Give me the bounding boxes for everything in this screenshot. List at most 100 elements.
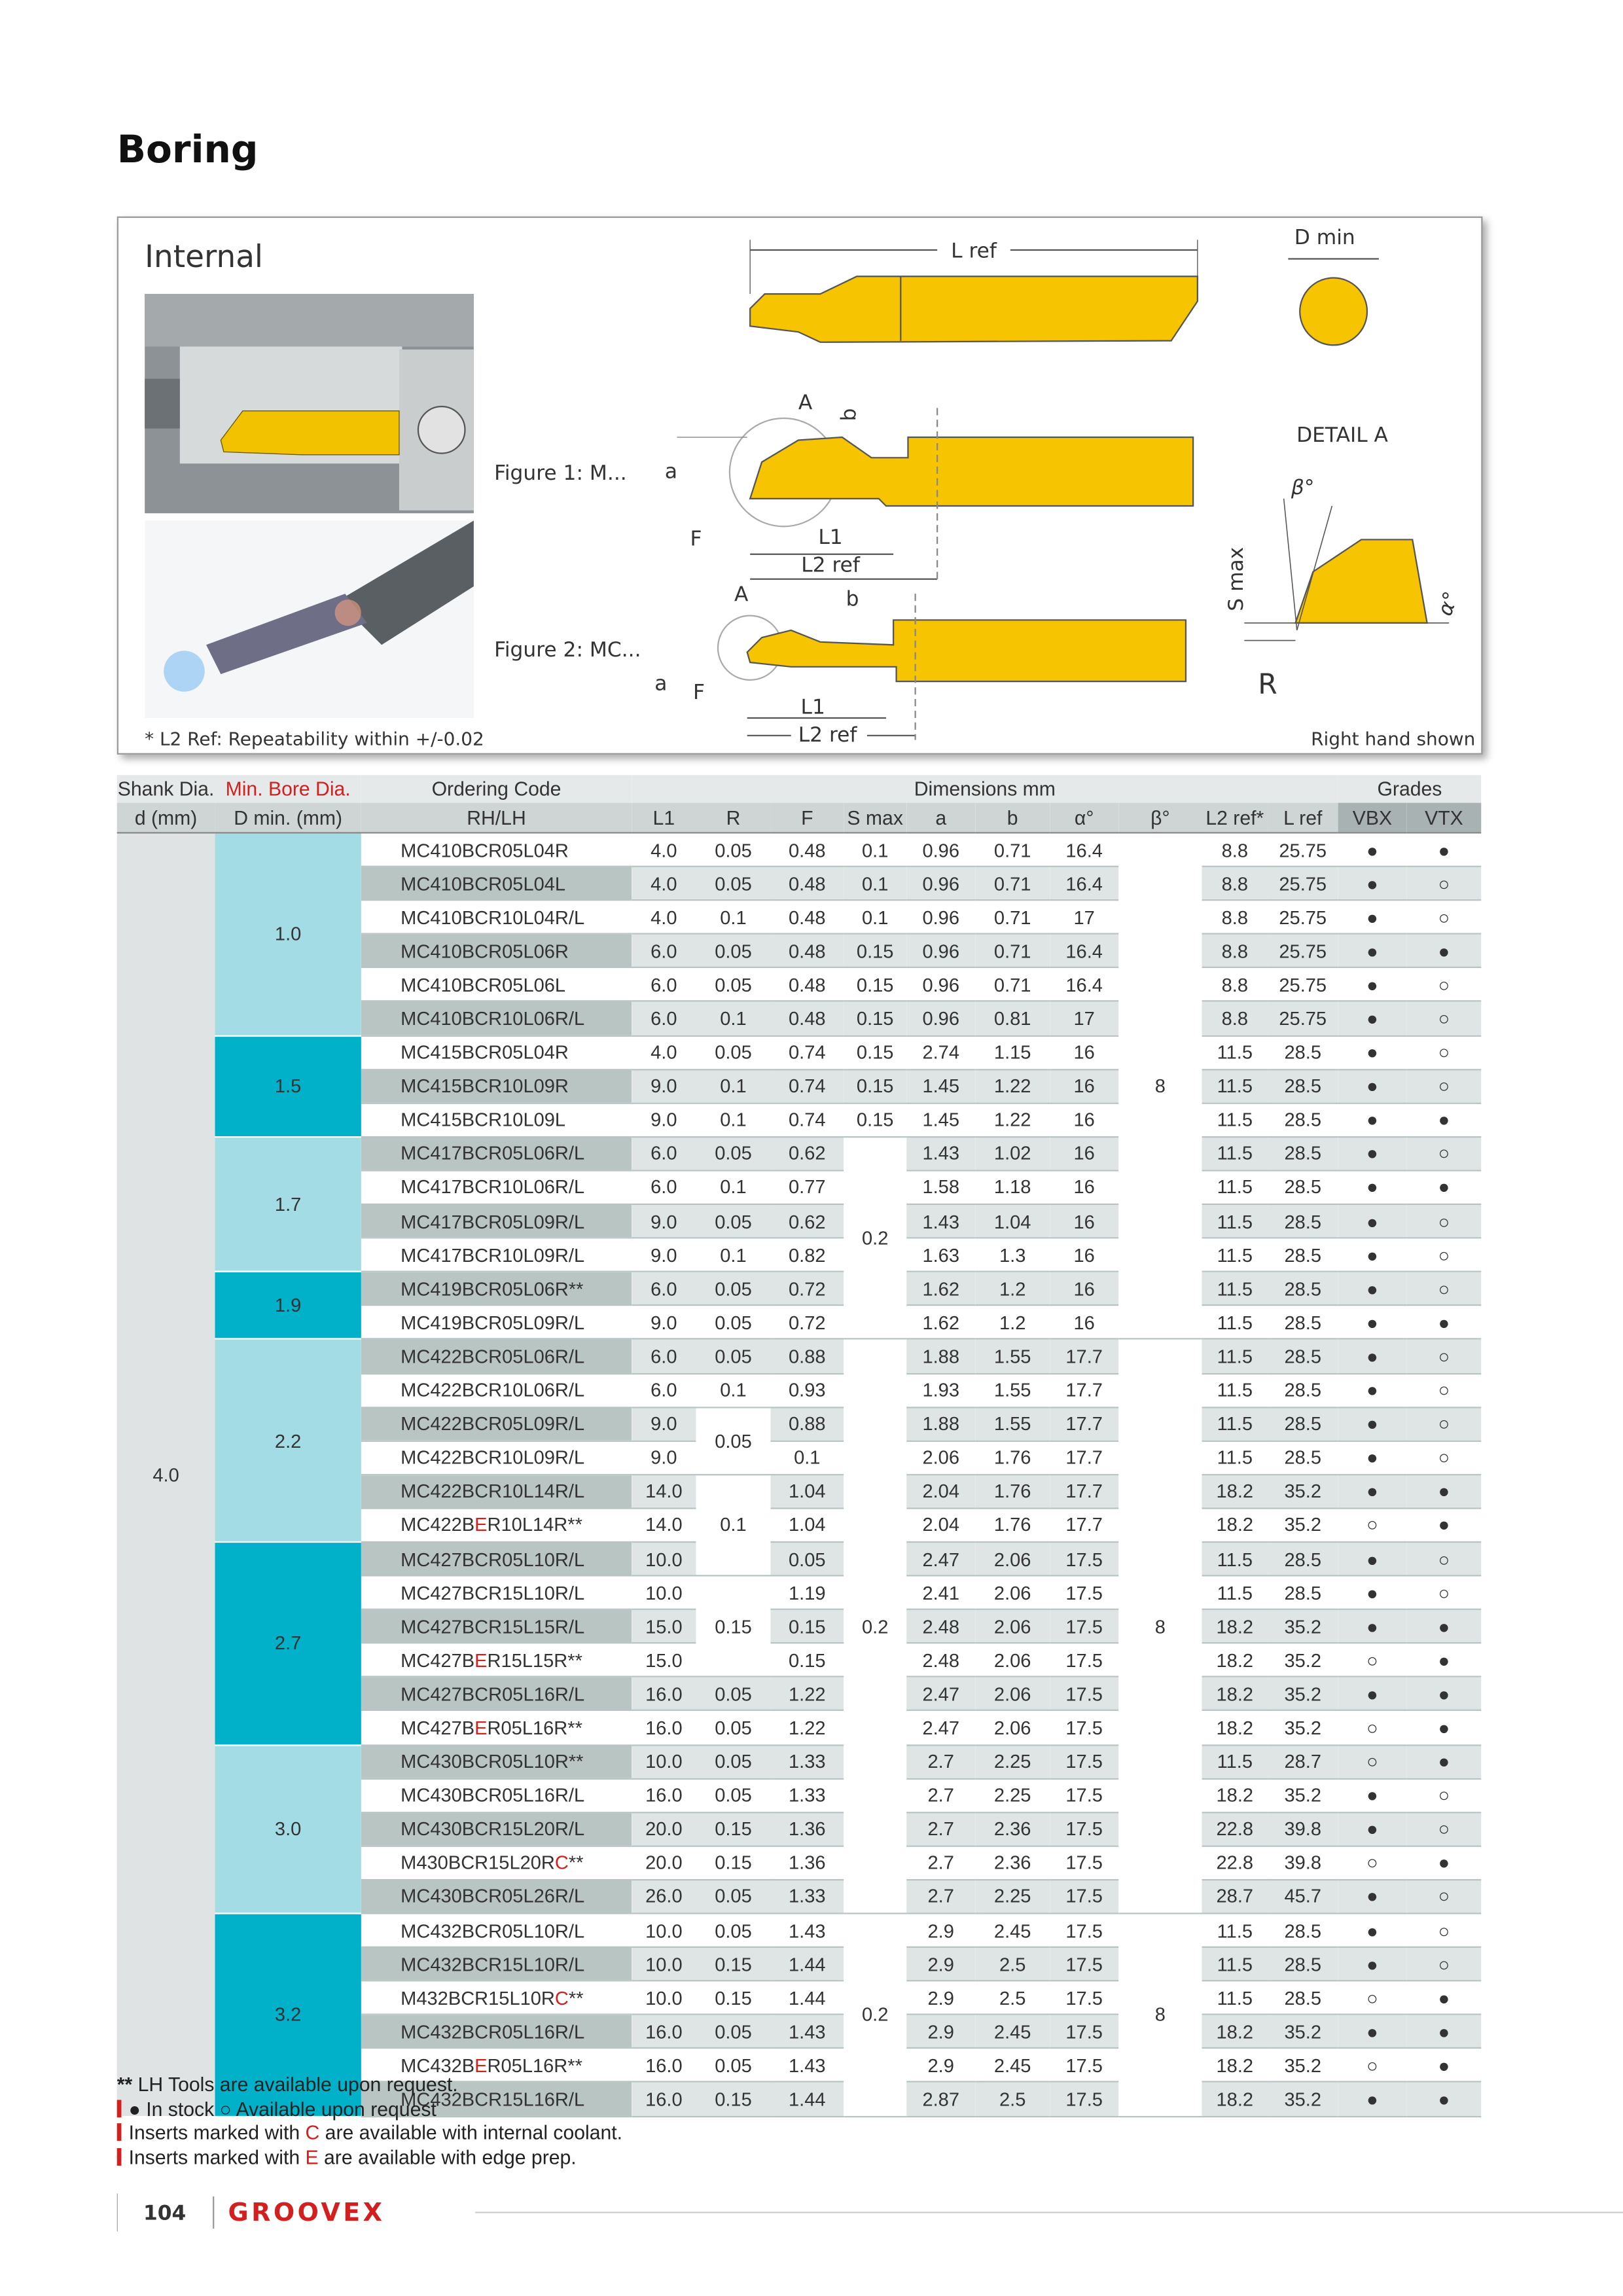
ordering-code: MC427BCR05L10R/L bbox=[361, 1541, 632, 1577]
column-header: F bbox=[770, 802, 844, 834]
table-cell: ● bbox=[1338, 1069, 1407, 1104]
table-cell: 17.7 bbox=[1050, 1508, 1119, 1543]
table-cell: 0.15 bbox=[696, 1575, 771, 1678]
table-cell: 4.0 bbox=[632, 900, 696, 935]
table-cell: 6.0 bbox=[632, 1372, 696, 1408]
table-cell: 11.5 bbox=[1202, 1913, 1268, 1948]
table-cell: 0.05 bbox=[696, 967, 771, 1003]
table-cell: 2.45 bbox=[975, 1913, 1050, 1948]
dim-label: α° bbox=[1433, 588, 1463, 619]
table-cell: 28.7 bbox=[1202, 1879, 1268, 1914]
table-cell: 2.06 bbox=[975, 1575, 1050, 1611]
table-cell: 22.8 bbox=[1202, 1846, 1268, 1881]
table-cell: ● bbox=[1406, 1846, 1482, 1881]
table-cell: 0.15 bbox=[844, 1069, 907, 1104]
table-cell: 25.75 bbox=[1268, 833, 1338, 868]
table-cell: ● bbox=[1338, 1441, 1407, 1475]
table-cell: ● bbox=[1406, 833, 1482, 868]
table-cell: 16 bbox=[1050, 1238, 1119, 1273]
table-cell: ● bbox=[1338, 1541, 1407, 1577]
table-cell: 2.06 bbox=[975, 1643, 1050, 1678]
ordering-code: MC417BCR10L09R/L bbox=[361, 1238, 632, 1273]
table-cell: 16 bbox=[1050, 1136, 1119, 1172]
table-cell: 35.2 bbox=[1268, 1508, 1338, 1543]
table-cell: 8.8 bbox=[1202, 934, 1268, 969]
ext-line bbox=[1296, 505, 1333, 631]
table-cell: 2.5 bbox=[975, 1981, 1050, 2016]
table-cell: 1.02 bbox=[975, 1136, 1050, 1172]
table-cell: 17.5 bbox=[1050, 1643, 1119, 1678]
table-cell: 17.5 bbox=[1050, 1812, 1119, 1847]
table-cell: 16 bbox=[1050, 1069, 1119, 1104]
table-cell: 0.15 bbox=[770, 1643, 844, 1678]
table-cell: 18.2 bbox=[1202, 2048, 1268, 2083]
table-cell: ● bbox=[1338, 2015, 1407, 2049]
table-cell: 1.22 bbox=[975, 1069, 1050, 1104]
table-cell: ● bbox=[1338, 1677, 1407, 1712]
code-part: M432BCR15L10R bbox=[401, 1986, 555, 2009]
table-cell: 39.8 bbox=[1268, 1812, 1338, 1847]
table-cell: ● bbox=[1406, 1103, 1482, 1138]
code-part: E bbox=[474, 1514, 488, 1536]
table-cell: 1.36 bbox=[770, 1812, 844, 1847]
table-cell: 0.48 bbox=[770, 1001, 844, 1037]
table-cell: 18.2 bbox=[1202, 1643, 1268, 1678]
code-part: MC432B bbox=[401, 2054, 475, 2077]
table-cell: ● bbox=[1406, 2048, 1482, 2083]
table-cell: 0.05 bbox=[696, 1913, 771, 1948]
table-cell: 8 bbox=[1118, 833, 1202, 1340]
table-cell: 2.74 bbox=[906, 1035, 976, 1070]
note-text: are available with internal coolant. bbox=[319, 2121, 623, 2144]
photo-shank bbox=[338, 520, 474, 645]
table-cell: 2.7 bbox=[906, 1879, 976, 1914]
table-cell: 8.8 bbox=[1202, 1001, 1268, 1037]
code-part: ** bbox=[568, 1986, 584, 2009]
table-cell: 20.0 bbox=[632, 1846, 696, 1881]
table-cell: 28.5 bbox=[1268, 1541, 1338, 1577]
table-cell: 10.0 bbox=[632, 1947, 696, 1982]
table-cell: 16 bbox=[1050, 1103, 1119, 1138]
table-cell: 1.18 bbox=[975, 1170, 1050, 1206]
ordering-code: MC430BCR05L26R/L bbox=[361, 1879, 632, 1914]
table-cell: ● bbox=[1338, 1778, 1407, 1813]
table-row: 1.9 MC419BCR05L06R** 6.0 0.05 0.72 1.62 1.2 16 1… bbox=[117, 1272, 1482, 1340]
table-cell: 0.05 bbox=[696, 1136, 771, 1172]
ordering-code: MC427BCR15L15R/L bbox=[361, 1609, 632, 1644]
note: ** LH Tools are available upon request. bbox=[117, 2073, 622, 2098]
table-cell: ● bbox=[1338, 1947, 1407, 1982]
table-cell: 14.0 bbox=[632, 1474, 696, 1509]
table-cell: 35.2 bbox=[1268, 2015, 1338, 2049]
code-part: E bbox=[474, 1716, 488, 1739]
table-cell: 11.5 bbox=[1202, 1575, 1268, 1611]
table-row: MC432BCR05L16R/L 16.0 0.05 1.43 2.9 2.45 17.5 1… bbox=[117, 2015, 1482, 2049]
table-cell: ● bbox=[1338, 1272, 1407, 1306]
table-cell: 0.96 bbox=[906, 866, 976, 901]
table-cell: 18.2 bbox=[1202, 2015, 1268, 2049]
table-cell: 10.0 bbox=[632, 1744, 696, 1780]
table-cell: ● bbox=[1406, 1677, 1482, 1712]
table-row: MC427BER05L16R** 16.0 0.05 1.22 2.47 2.06 17.5… bbox=[117, 1710, 1482, 1746]
table-cell: 25.75 bbox=[1268, 866, 1338, 901]
table-cell: 0.1 bbox=[696, 1170, 771, 1206]
table-cell: 8.8 bbox=[1202, 866, 1268, 901]
ordering-code: MC422BCR10L14R/L bbox=[361, 1474, 632, 1509]
table-cell: 3.0 bbox=[215, 1744, 361, 1914]
table-cell: 1.33 bbox=[770, 1744, 844, 1780]
note-symbol: ● bbox=[128, 2098, 141, 2120]
table-cell: 0.1 bbox=[770, 1441, 844, 1475]
table-row: 2.7 MC427BCR05L10R/L 10.0 0.05 2.47 2.06 17.5 1… bbox=[117, 1541, 1482, 1746]
table-cell: 2.47 bbox=[906, 1541, 976, 1577]
table-cell: 17.5 bbox=[1050, 1710, 1119, 1746]
table-cell: 1.43 bbox=[770, 2048, 844, 2083]
table-cell: ○ bbox=[1338, 1981, 1407, 2016]
table-cell: 0.48 bbox=[770, 900, 844, 935]
note: Inserts marked with C are available with… bbox=[116, 2121, 623, 2146]
table-cell: 25.75 bbox=[1268, 934, 1338, 969]
ordering-code: MC415BCR10L09R bbox=[361, 1069, 632, 1104]
table-cell: 18.2 bbox=[1202, 1710, 1268, 1746]
table-cell: 28.5 bbox=[1268, 1575, 1338, 1611]
table-cell: 0.05 bbox=[696, 1407, 771, 1475]
table-cell: 0.15 bbox=[844, 1001, 907, 1037]
table-cell: 0.1 bbox=[844, 833, 907, 868]
